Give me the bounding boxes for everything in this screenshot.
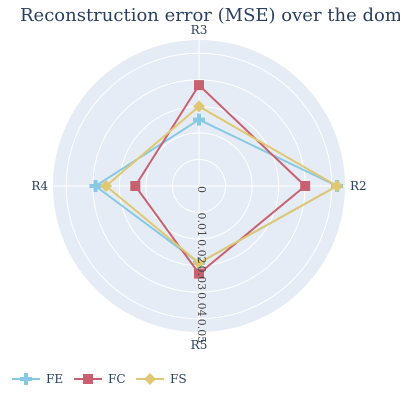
axis-label-r4: R4 <box>31 179 48 193</box>
radial-tick-label: 0.05 <box>195 319 208 344</box>
radial-tick-label: 0 <box>195 186 208 193</box>
radial-tick-label: 0.04 <box>195 292 208 317</box>
point-fc-r2 <box>300 181 311 191</box>
point-fe-r3 <box>193 113 205 126</box>
legend-label-fs: FS <box>170 372 187 386</box>
axis-label-r5: R5 <box>191 338 208 352</box>
axis-label-r2: R2 <box>350 179 367 193</box>
point-fs-r4 <box>100 180 113 192</box>
radial-tick-label: 0.02 <box>195 239 208 264</box>
series-fs <box>100 100 344 269</box>
radial-tick-label: 0.03 <box>195 266 208 291</box>
point-fe-r4 <box>89 180 102 192</box>
legend-item-fe[interactable]: FE <box>12 372 63 386</box>
point-fs-r5 <box>193 256 205 269</box>
radial-tick-labels: 0 0.010.02 0.030.04 0.05 <box>195 186 208 343</box>
radial-tick-label: 0.01 <box>195 213 208 238</box>
legend-marker-fe <box>20 373 32 385</box>
legend-marker-fs <box>144 373 156 385</box>
legend-marker-fc <box>83 374 93 384</box>
point-fs-r3 <box>193 100 205 113</box>
point-fc-r3 <box>194 80 204 91</box>
legend: FE FC FS <box>12 372 187 386</box>
axis-label-r3: R3 <box>191 23 208 37</box>
point-fc-r5 <box>194 268 204 279</box>
point-fs-r2 <box>331 180 344 192</box>
angular-axis-labels: R2 R3 R4 R5 <box>31 23 366 352</box>
legend-item-fc[interactable]: FC <box>74 372 126 386</box>
legend-label-fe: FE <box>46 372 63 386</box>
legend-label-fc: FC <box>108 372 126 386</box>
chart-title: Reconstruction error (MSE) over the doma… <box>20 5 400 26</box>
legend-item-fs[interactable]: FS <box>136 372 187 386</box>
series-layer <box>89 80 344 279</box>
series-fc <box>130 80 311 279</box>
point-fc-r4 <box>130 181 141 191</box>
